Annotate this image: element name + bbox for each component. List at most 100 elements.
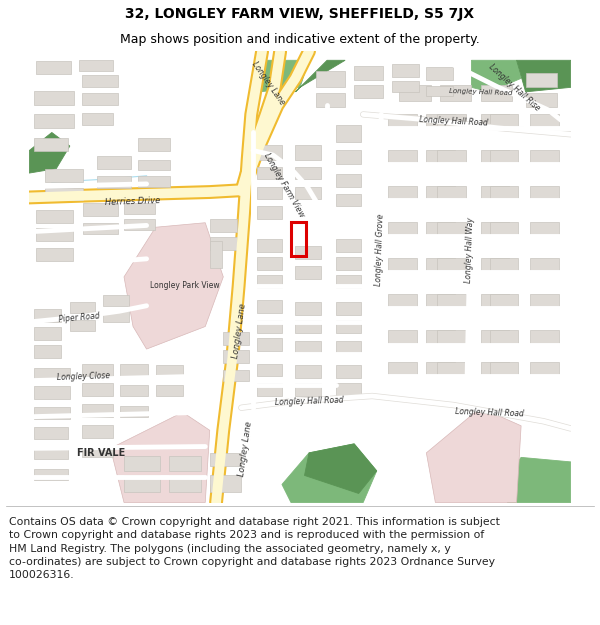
FancyBboxPatch shape xyxy=(490,149,518,164)
FancyBboxPatch shape xyxy=(82,75,118,88)
FancyBboxPatch shape xyxy=(82,112,113,125)
FancyBboxPatch shape xyxy=(97,156,131,169)
FancyBboxPatch shape xyxy=(437,330,466,344)
FancyBboxPatch shape xyxy=(336,149,361,164)
FancyBboxPatch shape xyxy=(34,386,70,399)
FancyBboxPatch shape xyxy=(354,66,383,80)
FancyBboxPatch shape xyxy=(530,258,559,272)
FancyBboxPatch shape xyxy=(210,453,241,466)
FancyBboxPatch shape xyxy=(46,169,83,182)
FancyBboxPatch shape xyxy=(388,330,418,344)
FancyBboxPatch shape xyxy=(34,138,68,151)
FancyBboxPatch shape xyxy=(392,64,419,76)
FancyBboxPatch shape xyxy=(34,427,68,439)
FancyBboxPatch shape xyxy=(427,330,455,344)
Text: Longley Hall Road: Longley Hall Road xyxy=(449,88,512,96)
FancyBboxPatch shape xyxy=(257,320,282,333)
Bar xyxy=(291,222,307,256)
FancyBboxPatch shape xyxy=(388,114,418,128)
FancyBboxPatch shape xyxy=(83,222,118,234)
Text: FIR VALE: FIR VALE xyxy=(77,448,125,458)
FancyBboxPatch shape xyxy=(336,383,361,396)
FancyBboxPatch shape xyxy=(82,404,113,417)
FancyBboxPatch shape xyxy=(336,174,361,187)
FancyBboxPatch shape xyxy=(427,186,455,200)
FancyBboxPatch shape xyxy=(37,228,73,241)
Text: Longley Hall Grove: Longley Hall Grove xyxy=(374,214,385,286)
FancyBboxPatch shape xyxy=(481,362,509,376)
FancyBboxPatch shape xyxy=(399,84,431,101)
Text: Longley Hall Road: Longley Hall Road xyxy=(275,396,344,407)
FancyBboxPatch shape xyxy=(137,138,170,151)
FancyBboxPatch shape xyxy=(70,320,95,331)
FancyBboxPatch shape xyxy=(490,186,518,200)
FancyBboxPatch shape xyxy=(427,294,455,309)
Polygon shape xyxy=(282,444,377,503)
FancyBboxPatch shape xyxy=(336,341,361,354)
FancyBboxPatch shape xyxy=(388,258,418,272)
FancyBboxPatch shape xyxy=(530,149,559,164)
FancyBboxPatch shape xyxy=(257,257,282,269)
FancyBboxPatch shape xyxy=(481,330,509,344)
Polygon shape xyxy=(517,60,571,92)
Text: Longley Lane: Longley Lane xyxy=(250,59,287,106)
FancyBboxPatch shape xyxy=(37,248,73,261)
FancyBboxPatch shape xyxy=(490,114,518,128)
FancyBboxPatch shape xyxy=(427,362,455,376)
FancyBboxPatch shape xyxy=(34,446,68,459)
FancyBboxPatch shape xyxy=(257,338,282,351)
FancyBboxPatch shape xyxy=(481,114,509,128)
FancyBboxPatch shape xyxy=(316,92,345,108)
FancyBboxPatch shape xyxy=(336,302,361,315)
FancyBboxPatch shape xyxy=(526,92,557,108)
FancyBboxPatch shape xyxy=(481,222,509,236)
Polygon shape xyxy=(295,60,345,92)
FancyBboxPatch shape xyxy=(336,194,361,206)
Text: Map shows position and indicative extent of the property.: Map shows position and indicative extent… xyxy=(120,34,480,46)
Text: Longley Hall Rise: Longley Hall Rise xyxy=(487,62,542,112)
FancyBboxPatch shape xyxy=(295,187,321,199)
FancyBboxPatch shape xyxy=(336,257,361,269)
FancyBboxPatch shape xyxy=(388,186,418,200)
FancyBboxPatch shape xyxy=(440,84,472,101)
Polygon shape xyxy=(427,408,521,502)
FancyBboxPatch shape xyxy=(82,92,118,106)
FancyBboxPatch shape xyxy=(490,330,518,344)
FancyBboxPatch shape xyxy=(336,125,361,141)
FancyBboxPatch shape xyxy=(481,84,512,101)
FancyBboxPatch shape xyxy=(295,366,321,378)
Text: Longley Hall Road: Longley Hall Road xyxy=(419,116,488,128)
FancyBboxPatch shape xyxy=(223,370,248,381)
FancyBboxPatch shape xyxy=(210,241,223,268)
FancyBboxPatch shape xyxy=(336,239,361,252)
FancyBboxPatch shape xyxy=(257,206,282,219)
FancyBboxPatch shape xyxy=(481,186,509,200)
Polygon shape xyxy=(259,60,309,92)
Polygon shape xyxy=(124,222,223,349)
FancyBboxPatch shape xyxy=(82,364,113,376)
Text: Longley Hall Road: Longley Hall Road xyxy=(455,406,524,418)
FancyBboxPatch shape xyxy=(70,302,95,313)
FancyBboxPatch shape xyxy=(37,61,71,74)
FancyBboxPatch shape xyxy=(427,68,454,80)
FancyBboxPatch shape xyxy=(34,469,68,480)
FancyBboxPatch shape xyxy=(257,187,282,199)
FancyBboxPatch shape xyxy=(34,328,61,340)
FancyBboxPatch shape xyxy=(437,186,466,200)
Polygon shape xyxy=(110,412,210,502)
FancyBboxPatch shape xyxy=(257,275,282,288)
Polygon shape xyxy=(305,444,377,494)
FancyBboxPatch shape xyxy=(124,219,155,230)
Text: Longley Hall Way: Longley Hall Way xyxy=(464,217,475,282)
Text: Contains OS data © Crown copyright and database right 2021. This information is : Contains OS data © Crown copyright and d… xyxy=(9,518,500,580)
FancyBboxPatch shape xyxy=(490,294,518,309)
Polygon shape xyxy=(472,60,521,92)
Text: Longley Farm View: Longley Farm View xyxy=(262,151,306,219)
FancyBboxPatch shape xyxy=(437,222,466,236)
FancyBboxPatch shape xyxy=(437,362,466,376)
Text: Herries Drive: Herries Drive xyxy=(105,196,161,208)
FancyBboxPatch shape xyxy=(124,476,160,492)
Polygon shape xyxy=(29,132,70,173)
FancyBboxPatch shape xyxy=(388,222,418,236)
FancyBboxPatch shape xyxy=(257,364,282,376)
